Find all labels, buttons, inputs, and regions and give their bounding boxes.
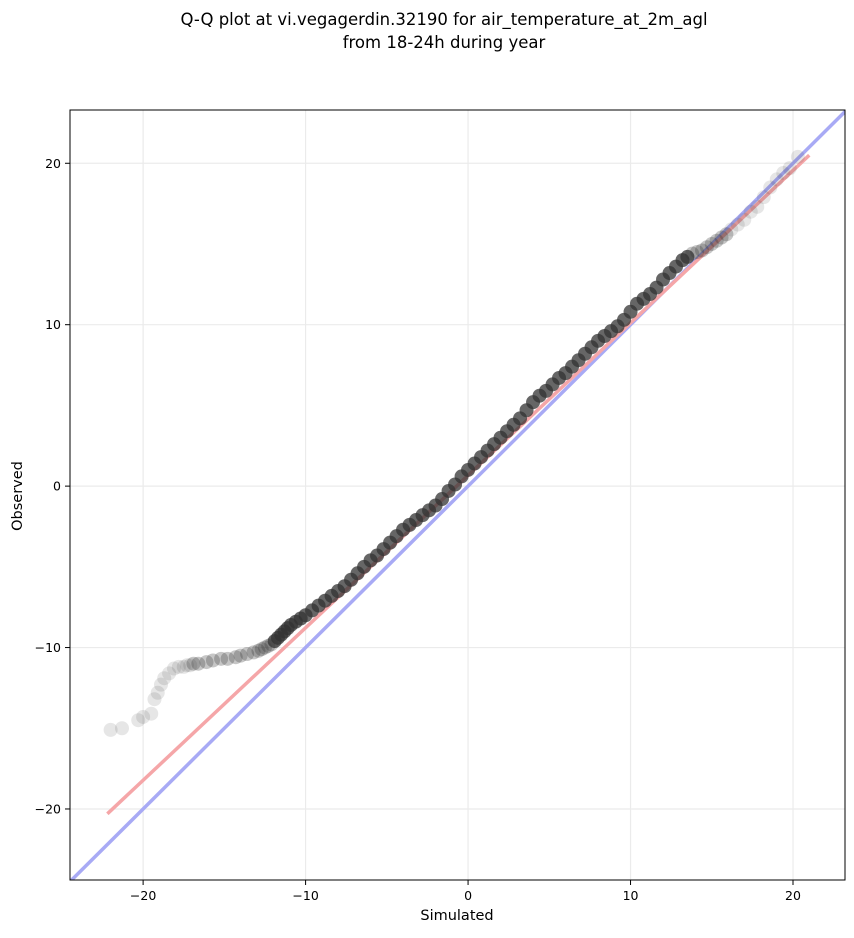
data-point [695, 243, 710, 258]
plot-frame [69, 109, 846, 881]
data-point [136, 709, 151, 724]
data-point [144, 706, 159, 721]
y-tick-label: −10 [35, 640, 61, 655]
x-axis-ticks: −20 −10 0 10 20 [130, 880, 801, 903]
x-tick-label: 0 [464, 888, 472, 903]
x-tick-label: −10 [292, 888, 318, 903]
data-point [186, 656, 201, 671]
data-point [254, 642, 269, 657]
data-point [199, 655, 214, 670]
x-tick-label: 10 [623, 888, 639, 903]
grid-lines [70, 110, 845, 880]
data-point [690, 245, 705, 260]
data-point [724, 222, 739, 237]
data-point [162, 666, 177, 681]
data-point [680, 249, 695, 264]
data-point [183, 658, 198, 673]
data-point [750, 199, 765, 214]
data-point [220, 651, 235, 666]
data-point [179, 658, 194, 673]
data-point [214, 651, 229, 666]
data-point [246, 645, 261, 660]
data-point [685, 246, 700, 261]
data-point [714, 230, 729, 245]
chart-title-line-2: from 18-24h during year [343, 33, 546, 52]
data-point [176, 659, 191, 674]
y-axis-ticks: −20 −10 0 10 20 [35, 156, 70, 816]
data-point [251, 643, 266, 658]
data-point [191, 656, 206, 671]
data-point [776, 165, 791, 180]
data-points [103, 149, 805, 737]
data-point [782, 161, 797, 176]
y-axis-label: Observed [10, 461, 26, 531]
x-axis-label: Simulated [420, 908, 493, 924]
x-tick-label: −20 [130, 888, 156, 903]
identity-line [70, 110, 845, 880]
data-point [147, 692, 162, 707]
data-point [166, 661, 181, 676]
y-tick-label: −20 [35, 801, 61, 816]
y-tick-label: 0 [53, 479, 61, 494]
y-tick-label: 10 [45, 317, 61, 332]
y-tick-label: 20 [45, 156, 61, 171]
data-point [743, 204, 758, 219]
data-point [240, 647, 255, 662]
data-point [699, 240, 714, 255]
data-point [153, 677, 168, 692]
data-point [103, 722, 118, 737]
data-point [709, 233, 724, 248]
data-point [150, 685, 165, 700]
data-point [719, 227, 734, 242]
chart-title-line-1: Q-Q plot at vi.vegagerdin.32190 for air_… [180, 10, 707, 30]
data-point [114, 721, 129, 736]
data-point [205, 653, 220, 668]
x-tick-label: 20 [785, 888, 801, 903]
data-point [131, 713, 146, 728]
data-point [790, 149, 805, 164]
data-point [737, 212, 752, 227]
data-point [233, 648, 248, 663]
data-point [171, 659, 186, 674]
data-point [730, 217, 745, 232]
data-point [763, 180, 778, 195]
data-point [704, 236, 719, 251]
data-point [769, 172, 784, 187]
data-point [157, 671, 172, 686]
data-point [756, 190, 771, 205]
data-point [228, 650, 243, 665]
